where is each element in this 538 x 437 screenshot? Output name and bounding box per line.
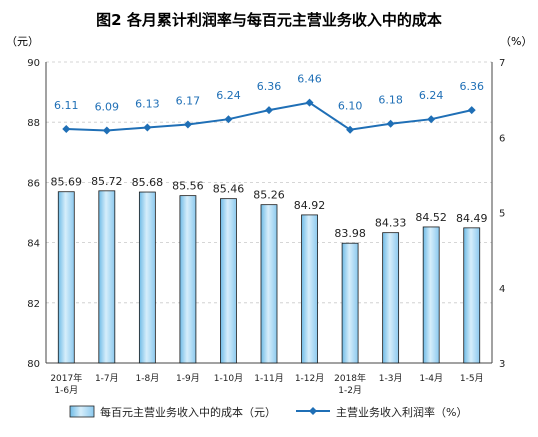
bar: [98, 190, 116, 364]
line-point: [386, 119, 395, 128]
left-tick-label: 86: [27, 178, 40, 189]
bar: [463, 227, 481, 364]
right-tick-label: 4: [499, 284, 505, 295]
line-value-label: 6.36: [257, 80, 282, 93]
right-tick-label: 3: [499, 359, 505, 370]
bar-value-label: 85.72: [91, 175, 123, 188]
bar: [220, 198, 237, 364]
bar: [341, 242, 359, 364]
x-tick-label: 1-4月: [419, 373, 443, 384]
x-tick-label: 1-7月: [95, 373, 119, 384]
left-tick-label: 82: [27, 299, 40, 310]
line-value-label: 6.24: [419, 89, 444, 102]
bar-series: [57, 190, 481, 364]
bar-value-label: 85.68: [132, 176, 164, 189]
bar: [422, 226, 440, 364]
bar: [57, 191, 75, 364]
legend-bar-swatch: [69, 405, 95, 418]
bar-value-label: 83.98: [334, 227, 366, 240]
right-tick-label: 5: [499, 209, 505, 220]
bar: [260, 204, 278, 364]
bar: [382, 232, 400, 364]
line-point: [224, 115, 233, 124]
line-point: [346, 125, 355, 134]
line-point: [467, 106, 476, 115]
bar-value-label: 84.49: [456, 212, 488, 225]
line-value-label: 6.13: [135, 97, 160, 110]
line-point: [183, 120, 192, 129]
left-tick-label: 90: [27, 58, 40, 69]
line-value-label: 6.10: [338, 100, 363, 113]
legend-line-marker: [309, 407, 317, 415]
x-tick-label: 2017年 1-6月: [50, 372, 82, 396]
x-tick-label-line: 1-11月: [254, 373, 283, 384]
x-tick-label: 1-3月: [379, 373, 403, 384]
line-point: [427, 115, 436, 124]
left-axis-unit: （元）: [6, 35, 39, 48]
right-tick-label: 6: [499, 133, 505, 144]
bar-data-labels: 85.69 85.72 85.68 85.56 85.46 85.26 84.92 83.98…: [51, 175, 488, 240]
x-tick-label-line: 1-10月: [214, 373, 243, 384]
bar: [301, 214, 318, 364]
bar-value-label: 85.26: [253, 189, 285, 202]
x-tick-label: 1-9月: [176, 373, 200, 384]
right-tick-label: 7: [499, 58, 505, 69]
line-point: [265, 106, 273, 115]
x-tick-label-line: 1-6月: [54, 385, 78, 396]
left-tick-label: 80: [27, 359, 40, 370]
x-tick-label: 1-8月: [136, 373, 160, 384]
bar-value-label: 84.92: [294, 199, 326, 212]
line-value-label: 6.24: [216, 89, 241, 102]
line-value-label: 6.18: [378, 94, 403, 107]
line-value-label: 6.17: [176, 94, 201, 107]
legend-line-label: 主营业务收入利润率（%）: [336, 405, 467, 419]
line-value-label: 6.11: [54, 99, 79, 112]
bar-value-label: 85.46: [213, 183, 245, 196]
bar: [179, 195, 197, 364]
x-tick-label-line: 1-3月: [379, 373, 403, 384]
bar-value-label: 85.69: [51, 176, 83, 189]
x-tick-label-line: 1-2月: [338, 385, 362, 396]
left-tick-label: 88: [27, 118, 40, 129]
line-data-labels: 6.11 6.09 6.13 6.17 6.24 6.36 6.46 6.10 6.18 6.24…: [54, 73, 484, 114]
line-point: [143, 123, 152, 132]
x-tick-label-line: 1-4月: [419, 373, 443, 384]
x-tick-label-line: 1-12月: [295, 373, 324, 384]
left-axis-ticks: 80 82 84 86 88 90: [27, 58, 40, 370]
x-tick-label-line: 1-9月: [176, 373, 200, 384]
right-axis-unit: （%）: [500, 35, 532, 48]
bar-value-label: 84.33: [375, 217, 407, 230]
x-tick-label: 1-10月: [214, 373, 243, 384]
x-tick-label: 1-5月: [460, 373, 484, 384]
x-tick-label-line: 2018年: [334, 372, 366, 384]
right-axis-ticks: 3 4 5 6 7: [499, 58, 505, 370]
line-point: [305, 98, 314, 107]
bar: [138, 191, 156, 364]
x-tick-label-line: 1-5月: [460, 373, 484, 384]
line-point: [102, 126, 111, 135]
x-tick-label-line: 1-7月: [95, 373, 119, 384]
x-tick-label-line: 2017年: [50, 372, 82, 384]
legend: 每百元主营业务收入中的成本（元） 主营业务收入利润率（%）: [69, 405, 467, 419]
bar-value-label: 85.56: [172, 180, 204, 193]
line-point: [62, 124, 71, 133]
x-axis-ticks: 2017年 1-6月 1-7月 1-8月 1-9月 1-10月 1-11月 1-12月 2018…: [50, 372, 483, 396]
x-tick-label-line: 1-8月: [136, 373, 160, 384]
left-tick-label: 84: [27, 239, 40, 250]
line-value-label: 6.46: [297, 73, 322, 86]
x-tick-label: 1-12月: [295, 373, 324, 384]
x-tick-label: 1-11月: [254, 373, 283, 384]
bar-value-label: 84.52: [415, 211, 447, 224]
x-tick-label: 2018年 1-2月: [334, 372, 366, 396]
line-value-label: 6.09: [95, 100, 120, 113]
legend-bar-label: 每百元主营业务收入中的成本（元）: [100, 405, 276, 419]
line-value-label: 6.36: [459, 80, 484, 93]
chart-title: 图2 各月累计利润率与每百元主营业务收入中的成本: [96, 11, 442, 29]
line-series: [62, 98, 476, 135]
